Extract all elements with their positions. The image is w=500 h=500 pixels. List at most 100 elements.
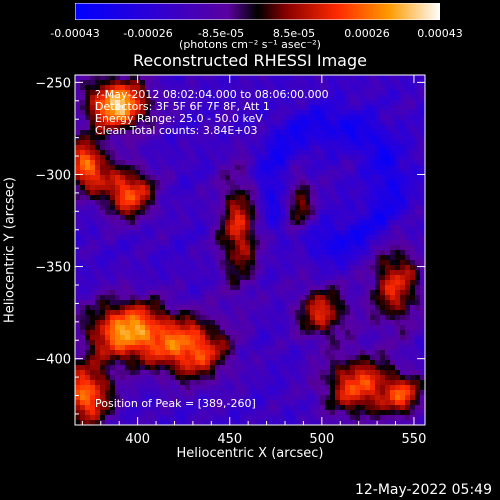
heatmap-cell [130,400,136,406]
heatmap-cell [165,420,171,425]
heatmap-cell [330,325,336,331]
heatmap-cell [210,280,216,286]
heatmap-cell [295,395,301,401]
heatmap-cell [270,335,276,341]
heatmap-cell [310,85,316,91]
heatmap-cell [355,235,361,241]
heatmap-cell [85,80,91,86]
heatmap-cell [190,330,196,336]
heatmap-cell [255,360,261,366]
heatmap-cell [75,395,81,401]
heatmap-cell [310,300,316,306]
heatmap-cell [365,175,371,181]
heatmap-cell [105,220,111,226]
heatmap-cell [250,380,256,386]
heatmap-cell [125,255,131,261]
heatmap-cell [335,315,341,321]
heatmap-cell [125,230,131,236]
heatmap-cell [275,245,281,251]
heatmap-cell [345,410,351,416]
heatmap-cell [240,235,246,241]
heatmap-cell [280,365,286,371]
heatmap-cell [215,400,221,406]
heatmap-cell [260,95,266,101]
heatmap-cell [350,400,356,406]
heatmap-cell [225,185,231,191]
heatmap-cell [130,340,136,346]
heatmap-cell [420,150,425,156]
heatmap-cell [165,285,171,291]
heatmap-cell [210,205,216,211]
heatmap-cell [410,175,416,181]
heatmap-cell [115,140,121,146]
heatmap-cell [130,410,136,416]
heatmap-cell [375,215,381,221]
heatmap-cell [115,155,121,161]
heatmap-cell [95,90,101,96]
heatmap-cell [330,100,336,106]
heatmap-cell [410,370,416,376]
heatmap-cell [80,330,86,336]
heatmap-cell [345,85,351,91]
heatmap-cell [85,135,91,141]
heatmap-cell [250,220,256,226]
heatmap-cell [135,215,141,221]
heatmap-cell [125,345,131,351]
heatmap-cell [160,160,166,166]
heatmap-cell [210,310,216,316]
heatmap-cell [200,210,206,216]
heatmap-cell [390,285,396,291]
heatmap-cell [315,150,321,156]
heatmap-cell [370,210,376,216]
heatmap-cell [420,240,425,246]
heatmap-cell [140,280,146,286]
heatmap-cell [245,175,251,181]
heatmap-cell [110,180,116,186]
heatmap-cell [190,200,196,206]
heatmap-cell [230,395,236,401]
heatmap-cell [390,280,396,286]
heatmap-cell [340,260,346,266]
heatmap-cell [210,80,216,86]
heatmap-cell [340,135,346,141]
heatmap-cell [125,280,131,286]
heatmap-cell [275,180,281,186]
heatmap-cell [190,355,196,361]
heatmap-cell [290,150,296,156]
heatmap-cell [280,150,286,156]
heatmap-cell [270,415,276,421]
heatmap-cell [285,400,291,406]
heatmap-cell [140,180,146,186]
heatmap-cell [365,400,371,406]
heatmap-cell [325,215,331,221]
heatmap-cell [185,210,191,216]
heatmap-cell [340,100,346,106]
heatmap-cell [320,260,326,266]
heatmap-cell [130,280,136,286]
heatmap-cell [380,165,386,171]
heatmap-cell [200,290,206,296]
heatmap-cell [155,300,161,306]
heatmap-cell [195,290,201,296]
heatmap-cell [90,310,96,316]
heatmap-cell [180,170,186,176]
heatmap-cell [180,410,186,416]
heatmap-cell [355,115,361,121]
heatmap-cell [250,290,256,296]
heatmap-cell [320,340,326,346]
heatmap-cell [225,330,231,336]
heatmap-cell [125,170,131,176]
heatmap-cell [385,175,391,181]
heatmap-cell [150,250,156,256]
heatmap-cell [120,200,126,206]
heatmap-cell [235,125,241,131]
heatmap-cell [180,355,186,361]
heatmap-cell [400,145,406,151]
heatmap-cell [225,165,231,171]
heatmap-cell [365,220,371,226]
heatmap-cell [285,405,291,411]
heatmap-cell [180,205,186,211]
heatmap-cell [295,95,301,101]
heatmap-cell [365,345,371,351]
heatmap-cell [250,130,256,136]
